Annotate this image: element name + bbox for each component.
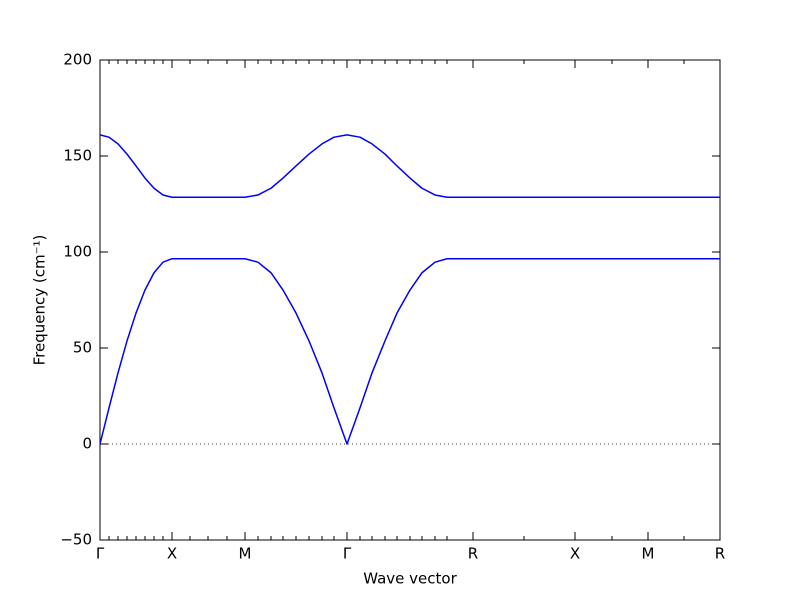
y-tick-label: 0 [82,435,92,453]
x-tick-label: R [715,545,725,563]
plot-frame [99,59,721,541]
x-axis-label: Wave vector [363,570,457,588]
y-tick-label: 200 [63,51,92,69]
x-tick-label: X [167,545,177,563]
y-tick-label: 50 [73,339,92,357]
x-tick-label: M [642,545,655,563]
x-tick-label: X [570,545,580,563]
y-tick-label: 100 [63,243,92,261]
y-tick-label: −50 [60,531,92,549]
x-tick-label: M [239,545,252,563]
y-tick-label: 150 [63,147,92,165]
band-line [99,134,720,199]
x-tick-label: Γ [96,545,105,563]
x-tick-label: R [468,545,478,563]
x-tick-label: Γ [343,545,352,563]
band-line [99,257,720,445]
y-axis-label: Frequency (cm⁻¹) [31,235,49,366]
